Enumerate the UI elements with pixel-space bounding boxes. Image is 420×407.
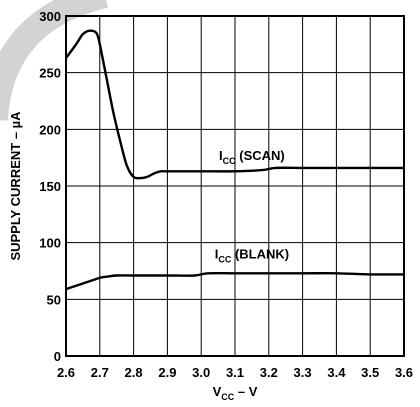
x-tick-label: 3.2: [260, 365, 278, 380]
x-axis-title-suffix: – V: [234, 384, 257, 399]
y-tick-label: 300: [39, 9, 61, 24]
series-label-blank: ICC (BLANK): [215, 247, 289, 265]
x-tick-label: 3.3: [294, 365, 312, 380]
x-tick-label: 3.0: [192, 365, 210, 380]
x-tick-label: 2.9: [158, 365, 176, 380]
x-tick-label: 3.4: [327, 365, 346, 380]
y-tick-label: 100: [39, 236, 61, 251]
x-axis-title-sub: CC: [221, 392, 234, 402]
decorative-arc: [0, 0, 109, 121]
series-label-scan: ICC (SCAN): [219, 148, 285, 166]
grid: [66, 16, 404, 356]
x-tick-label: 2.6: [57, 365, 75, 380]
x-tick-label: 3.1: [226, 365, 244, 380]
tick-labels: 2.6 2.7 2.8 2.9 3.0 3.1 3.2 3.3 3.4 3.5 3.6 0 50 100 1…: [39, 9, 413, 380]
x-axis-title: VCC – V: [213, 384, 258, 402]
series-labels: ICC (SCAN) ICC (BLANK): [215, 148, 289, 265]
series-lines: [65, 29, 405, 291]
plot-frame: [65, 15, 405, 357]
y-tick-label: 50: [47, 292, 61, 307]
x-tick-label: 3.5: [361, 365, 379, 380]
x-tick-label: 2.8: [125, 365, 143, 380]
x-tick-label: 3.6: [395, 365, 413, 380]
y-tick-label: 250: [39, 66, 61, 81]
series-line-blank: [65, 271, 405, 291]
series-line-scan: [65, 29, 404, 180]
x-tick-label: 2.7: [91, 365, 109, 380]
y-tick-label: 0: [54, 349, 61, 364]
y-axis-title: SUPPLY CURRENT – µA: [8, 111, 23, 261]
x-axis-title-main: V: [213, 384, 222, 399]
y-tick-label: 200: [39, 122, 61, 137]
y-tick-label: 150: [39, 179, 61, 194]
